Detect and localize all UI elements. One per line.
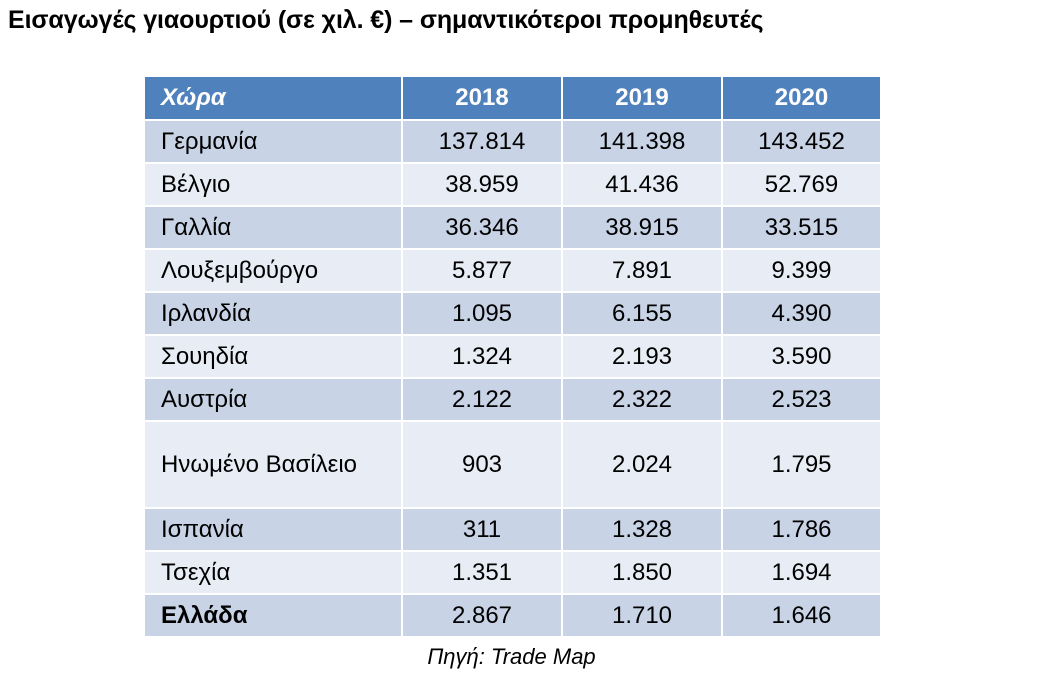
value-cell-2018: 36.346 bbox=[401, 205, 563, 250]
value-cell-2019: 41.436 bbox=[561, 162, 723, 207]
table-row: Γαλλία 36.346 38.915 33.515 bbox=[143, 205, 882, 250]
table-row: Ελλάδα 2.867 1.710 1.646 bbox=[143, 593, 882, 638]
value-cell-2020: 9.399 bbox=[721, 248, 882, 293]
value-cell-2018: 1.351 bbox=[401, 550, 563, 595]
country-cell: Αυστρία bbox=[143, 377, 403, 422]
country-cell: Ηνωμένο Βασίλειο bbox=[143, 420, 403, 509]
source-note: Πηγή: Trade Map bbox=[427, 644, 596, 669]
value-cell-2018: 311 bbox=[401, 507, 563, 552]
country-cell: Σουηδία bbox=[143, 334, 403, 379]
value-cell-2019: 38.915 bbox=[561, 205, 723, 250]
country-cell: Ιρλανδία bbox=[143, 291, 403, 336]
table-row: Αυστρία 2.122 2.322 2.523 bbox=[143, 377, 882, 422]
value-cell-2018: 38.959 bbox=[401, 162, 563, 207]
value-cell-2019: 6.155 bbox=[561, 291, 723, 336]
value-cell-2018: 903 bbox=[401, 420, 563, 509]
value-cell-2020: 1.694 bbox=[721, 550, 882, 595]
country-cell: Λουξεμβούργο bbox=[143, 248, 403, 293]
table-row: Ιρλανδία 1.095 6.155 4.390 bbox=[143, 291, 882, 336]
table-row: Ηνωμένο Βασίλειο 903 2.024 1.795 bbox=[143, 420, 882, 509]
country-cell: Γαλλία bbox=[143, 205, 403, 250]
value-cell-2018: 137.814 bbox=[401, 119, 563, 164]
value-cell-2019: 2.024 bbox=[561, 420, 723, 509]
value-cell-2018: 2.122 bbox=[401, 377, 563, 422]
value-cell-2019: 1.328 bbox=[561, 507, 723, 552]
country-cell: Βέλγιο bbox=[143, 162, 403, 207]
value-cell-2020: 52.769 bbox=[721, 162, 882, 207]
value-cell-2020: 1.646 bbox=[721, 593, 882, 638]
value-cell-2020: 1.795 bbox=[721, 420, 882, 509]
value-cell-2019: 7.891 bbox=[561, 248, 723, 293]
page-title: Εισαγωγές γιαουρτιού (σε χιλ. €) – σημαν… bbox=[8, 6, 764, 34]
value-cell-2019: 1.710 bbox=[561, 593, 723, 638]
value-cell-2020: 3.590 bbox=[721, 334, 882, 379]
country-cell: Τσεχία bbox=[143, 550, 403, 595]
value-cell-2019: 1.850 bbox=[561, 550, 723, 595]
table-row: Ισπανία 311 1.328 1.786 bbox=[143, 507, 882, 552]
value-cell-2019: 2.322 bbox=[561, 377, 723, 422]
value-cell-2020: 4.390 bbox=[721, 291, 882, 336]
table-row: Βέλγιο 38.959 41.436 52.769 bbox=[143, 162, 882, 207]
table-row: Λουξεμβούργο 5.877 7.891 9.399 bbox=[143, 248, 882, 293]
value-cell-2020: 143.452 bbox=[721, 119, 882, 164]
table-row: Γερμανία 137.814 141.398 143.452 bbox=[143, 119, 882, 164]
value-cell-2019: 2.193 bbox=[561, 334, 723, 379]
header-2018: 2018 bbox=[401, 75, 563, 121]
value-cell-2020: 33.515 bbox=[721, 205, 882, 250]
table-row: Τσεχία 1.351 1.850 1.694 bbox=[143, 550, 882, 595]
country-cell: Γερμανία bbox=[143, 119, 403, 164]
table-row: Σουηδία 1.324 2.193 3.590 bbox=[143, 334, 882, 379]
value-cell-2020: 2.523 bbox=[721, 377, 882, 422]
value-cell-2018: 1.324 bbox=[401, 334, 563, 379]
country-cell: Ισπανία bbox=[143, 507, 403, 552]
table-header-row: Χώρα 2018 2019 2020 bbox=[143, 75, 882, 121]
header-country: Χώρα bbox=[143, 75, 403, 121]
value-cell-2018: 2.867 bbox=[401, 593, 563, 638]
header-2020: 2020 bbox=[721, 75, 882, 121]
value-cell-2020: 1.786 bbox=[721, 507, 882, 552]
country-cell: Ελλάδα bbox=[143, 593, 403, 638]
header-2019: 2019 bbox=[561, 75, 723, 121]
value-cell-2019: 141.398 bbox=[561, 119, 723, 164]
value-cell-2018: 5.877 bbox=[401, 248, 563, 293]
value-cell-2018: 1.095 bbox=[401, 291, 563, 336]
imports-table: Χώρα 2018 2019 2020 Γερμανία 137.814 141… bbox=[143, 75, 882, 638]
